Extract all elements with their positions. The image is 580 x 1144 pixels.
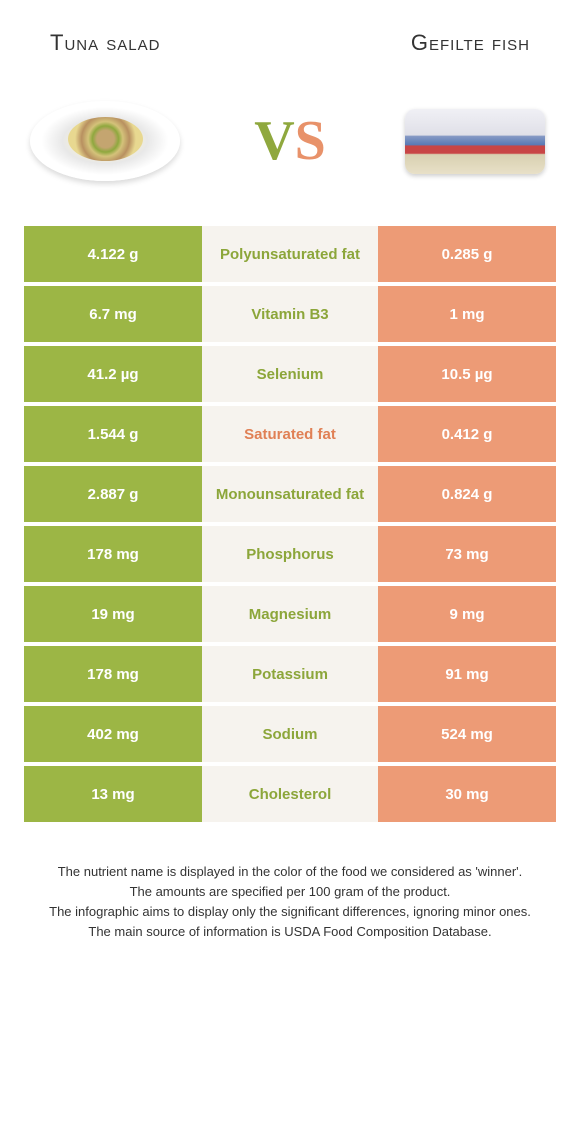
right-value-cell: 91 mg — [378, 646, 556, 702]
left-value-cell: 402 mg — [24, 706, 202, 762]
table-row: 6.7 mgVitamin B31 mg — [24, 286, 556, 342]
vs-s-letter: S — [295, 110, 326, 172]
table-row: 402 mgSodium524 mg — [24, 706, 556, 762]
footer-line-2: The amounts are specified per 100 gram o… — [26, 882, 554, 902]
vs-v-letter: V — [254, 110, 294, 172]
left-value-cell: 178 mg — [24, 646, 202, 702]
left-value-cell: 1.544 g — [24, 406, 202, 462]
right-food-title: Gefilte fish — [411, 30, 530, 56]
table-row: 41.2 µgSelenium10.5 µg — [24, 346, 556, 402]
gefilte-fish-illustration — [405, 109, 545, 174]
footer-line-4: The main source of information is USDA F… — [26, 922, 554, 942]
table-row: 4.122 gPolyunsaturated fat0.285 g — [24, 226, 556, 282]
nutrient-label-cell: Phosphorus — [202, 526, 378, 582]
vs-section: VS — [0, 76, 580, 226]
left-value-cell: 19 mg — [24, 586, 202, 642]
left-value-cell: 2.887 g — [24, 466, 202, 522]
right-value-cell: 73 mg — [378, 526, 556, 582]
left-value-cell: 41.2 µg — [24, 346, 202, 402]
right-value-cell: 9 mg — [378, 586, 556, 642]
nutrient-label-cell: Selenium — [202, 346, 378, 402]
left-value-cell: 4.122 g — [24, 226, 202, 282]
nutrient-label-cell: Saturated fat — [202, 406, 378, 462]
right-value-cell: 524 mg — [378, 706, 556, 762]
right-value-cell: 1 mg — [378, 286, 556, 342]
right-value-cell: 30 mg — [378, 766, 556, 822]
table-row: 1.544 gSaturated fat0.412 g — [24, 406, 556, 462]
table-row: 13 mgCholesterol30 mg — [24, 766, 556, 822]
nutrient-label-cell: Polyunsaturated fat — [202, 226, 378, 282]
nutrient-label-cell: Magnesium — [202, 586, 378, 642]
table-row: 2.887 gMonounsaturated fat0.824 g — [24, 466, 556, 522]
nutrient-label-cell: Monounsaturated fat — [202, 466, 378, 522]
right-value-cell: 0.824 g — [378, 466, 556, 522]
table-row: 178 mgPhosphorus73 mg — [24, 526, 556, 582]
left-value-cell: 13 mg — [24, 766, 202, 822]
left-value-cell: 6.7 mg — [24, 286, 202, 342]
footer-notes: The nutrient name is displayed in the co… — [0, 826, 580, 943]
right-value-cell: 0.285 g — [378, 226, 556, 282]
left-food-image — [30, 96, 180, 186]
nutrient-label-cell: Potassium — [202, 646, 378, 702]
right-value-cell: 0.412 g — [378, 406, 556, 462]
table-row: 19 mgMagnesium9 mg — [24, 586, 556, 642]
right-value-cell: 10.5 µg — [378, 346, 556, 402]
footer-line-3: The infographic aims to display only the… — [26, 902, 554, 922]
header: Tuna salad Gefilte fish — [0, 0, 580, 76]
tuna-salad-illustration — [30, 101, 180, 181]
left-value-cell: 178 mg — [24, 526, 202, 582]
vs-label: VS — [254, 109, 326, 173]
left-food-title: Tuna salad — [50, 30, 160, 56]
right-food-image — [400, 96, 550, 186]
nutrient-label-cell: Cholesterol — [202, 766, 378, 822]
nutrient-label-cell: Vitamin B3 — [202, 286, 378, 342]
comparison-table: 4.122 gPolyunsaturated fat0.285 g6.7 mgV… — [0, 226, 580, 822]
table-row: 178 mgPotassium91 mg — [24, 646, 556, 702]
nutrient-label-cell: Sodium — [202, 706, 378, 762]
footer-line-1: The nutrient name is displayed in the co… — [26, 862, 554, 882]
